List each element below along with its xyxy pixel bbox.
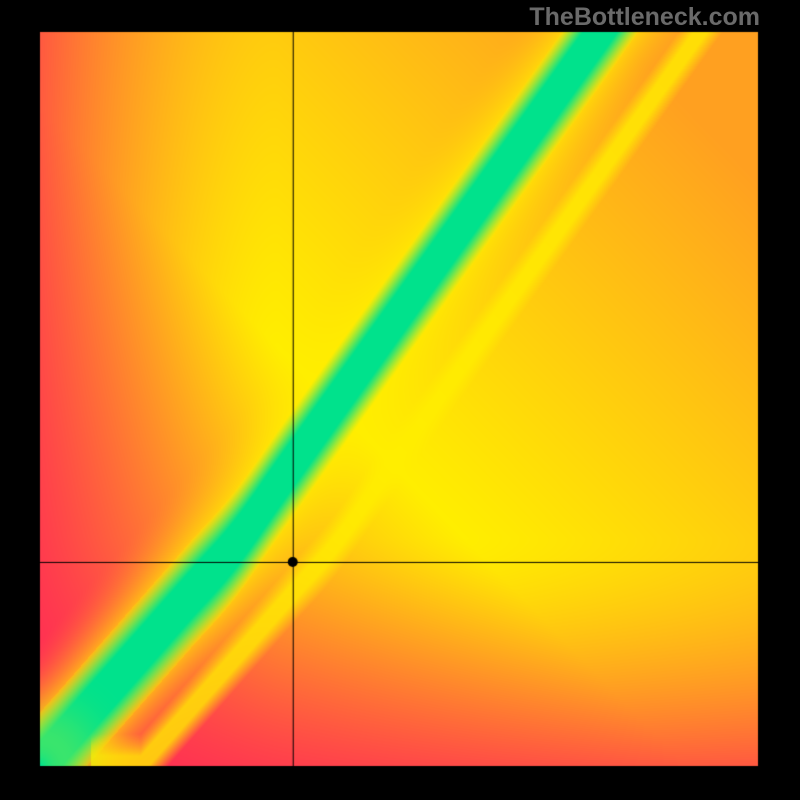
heatmap-canvas [0,0,800,800]
watermark-text: TheBottleneck.com [529,3,760,32]
